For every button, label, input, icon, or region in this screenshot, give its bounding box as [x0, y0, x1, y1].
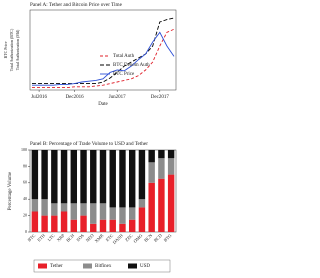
- legend-label: Total Auth: [113, 54, 135, 59]
- bar-segment: [41, 215, 48, 232]
- bar-segment: [148, 162, 155, 183]
- x-tick-label: BTC: [27, 233, 37, 243]
- legend-label: BTC Price: [113, 72, 135, 77]
- legend-box: [33, 259, 171, 273]
- legend-swatch: [83, 263, 92, 269]
- bar-segment: [41, 199, 48, 216]
- x-tick-label: NEO: [85, 232, 96, 243]
- y-tick-label: 20: [23, 213, 27, 218]
- x-tick-label: ZEC: [124, 233, 134, 243]
- bar-segment: [109, 207, 116, 220]
- x-tick-label: XMR: [94, 233, 105, 244]
- bar-segment: [90, 150, 97, 204]
- x-tick-label: XRP: [56, 233, 66, 243]
- bar-segment: [70, 203, 78, 220]
- bar-segment: [158, 150, 165, 159]
- bar-segment: [148, 182, 155, 232]
- bar-segment: [31, 150, 39, 200]
- bar-segment: [60, 203, 68, 212]
- bar-segment: [80, 150, 87, 204]
- y-axis-label: BTC Price: [3, 41, 8, 58]
- y-tick-label: 100: [21, 147, 27, 152]
- bar-segment: [31, 199, 39, 212]
- bar-segment: [138, 150, 146, 200]
- bar-segment: [99, 150, 107, 204]
- bar-segment: [158, 178, 165, 232]
- panel-b-title: Panel B: Percentage of Trade Volume to U…: [30, 140, 148, 147]
- x-tick-label: Dec2016: [66, 95, 85, 100]
- y-axis-label: Total Authorization (BTC): [9, 28, 14, 71]
- bar-segment: [80, 203, 87, 216]
- x-tick-label: ETH: [36, 232, 46, 242]
- bar-segment: [128, 219, 136, 232]
- bar-segment: [167, 158, 175, 175]
- y-tick-label: 80: [23, 163, 27, 168]
- legend-label: USD: [140, 264, 150, 269]
- y-tick-label: 60: [23, 180, 27, 185]
- bar-segment: [99, 203, 107, 220]
- bar-segment: [119, 207, 126, 224]
- bar-segment: [90, 203, 97, 224]
- bar-segment: [90, 223, 97, 232]
- figure: Panel A: Tether and Bitcoin Price over T…: [3, 2, 177, 273]
- bar-segment: [167, 174, 175, 232]
- x-tick-label: BCN: [143, 232, 154, 243]
- bar-segment: [31, 211, 39, 232]
- bar-segment: [138, 199, 146, 208]
- bar-segment: [51, 203, 58, 216]
- bar-segment: [109, 150, 116, 208]
- bar-segment: [99, 219, 107, 232]
- x-tick-label: BCD: [153, 232, 164, 243]
- x-tick-label: Jun2017: [109, 95, 126, 100]
- line: [32, 31, 175, 86]
- x-tick-label: OMG: [132, 232, 143, 243]
- x-tick-label: DASH: [112, 232, 125, 245]
- x-tick-label: EOS: [75, 233, 85, 243]
- legend-swatch: [38, 263, 47, 269]
- x-axis-label: Date: [98, 102, 108, 107]
- line: [32, 17, 175, 85]
- bar-segment: [167, 150, 175, 159]
- panel-a-title: Panel A: Tether and Bitcoin Price over T…: [30, 2, 123, 8]
- y-axis-label: Total Authorization (Mil): [15, 29, 20, 70]
- bar-segment: [148, 150, 155, 163]
- x-tick-label: ETC: [105, 233, 115, 243]
- legend-label: Tether: [50, 264, 63, 269]
- bar-segment: [80, 215, 87, 232]
- plot-frame: [29, 9, 177, 91]
- bar-segment: [60, 211, 68, 232]
- bar-segment: [128, 150, 136, 208]
- bar-segment: [119, 223, 126, 232]
- bar-segment: [138, 207, 146, 232]
- line: [32, 28, 175, 89]
- bar-segment: [60, 150, 68, 204]
- bar-segment: [119, 150, 126, 208]
- x-tick-label: Jul2016: [31, 95, 47, 100]
- x-tick-label: Dec2017: [151, 95, 170, 100]
- legend-label: Bitfinex: [95, 264, 112, 269]
- bar-segment: [109, 219, 116, 232]
- y-tick-label: 40: [23, 196, 27, 201]
- bar-segment: [70, 219, 78, 232]
- bar-segment: [70, 150, 78, 204]
- y-tick-label: 0: [25, 229, 27, 234]
- y-axis-label: Percentage Volume: [8, 171, 13, 210]
- bar-segment: [158, 158, 165, 179]
- x-tick-label: BCH: [65, 232, 76, 243]
- bar-segment: [41, 150, 48, 200]
- bar-segment: [51, 215, 58, 232]
- legend-swatch: [128, 263, 137, 269]
- bar-segment: [51, 150, 58, 204]
- x-tick-label: LTC: [47, 233, 56, 242]
- legend-label: BTC Denom Auth: [113, 63, 150, 68]
- bar-segment: [128, 207, 136, 220]
- x-tick-label: BTG: [163, 232, 173, 242]
